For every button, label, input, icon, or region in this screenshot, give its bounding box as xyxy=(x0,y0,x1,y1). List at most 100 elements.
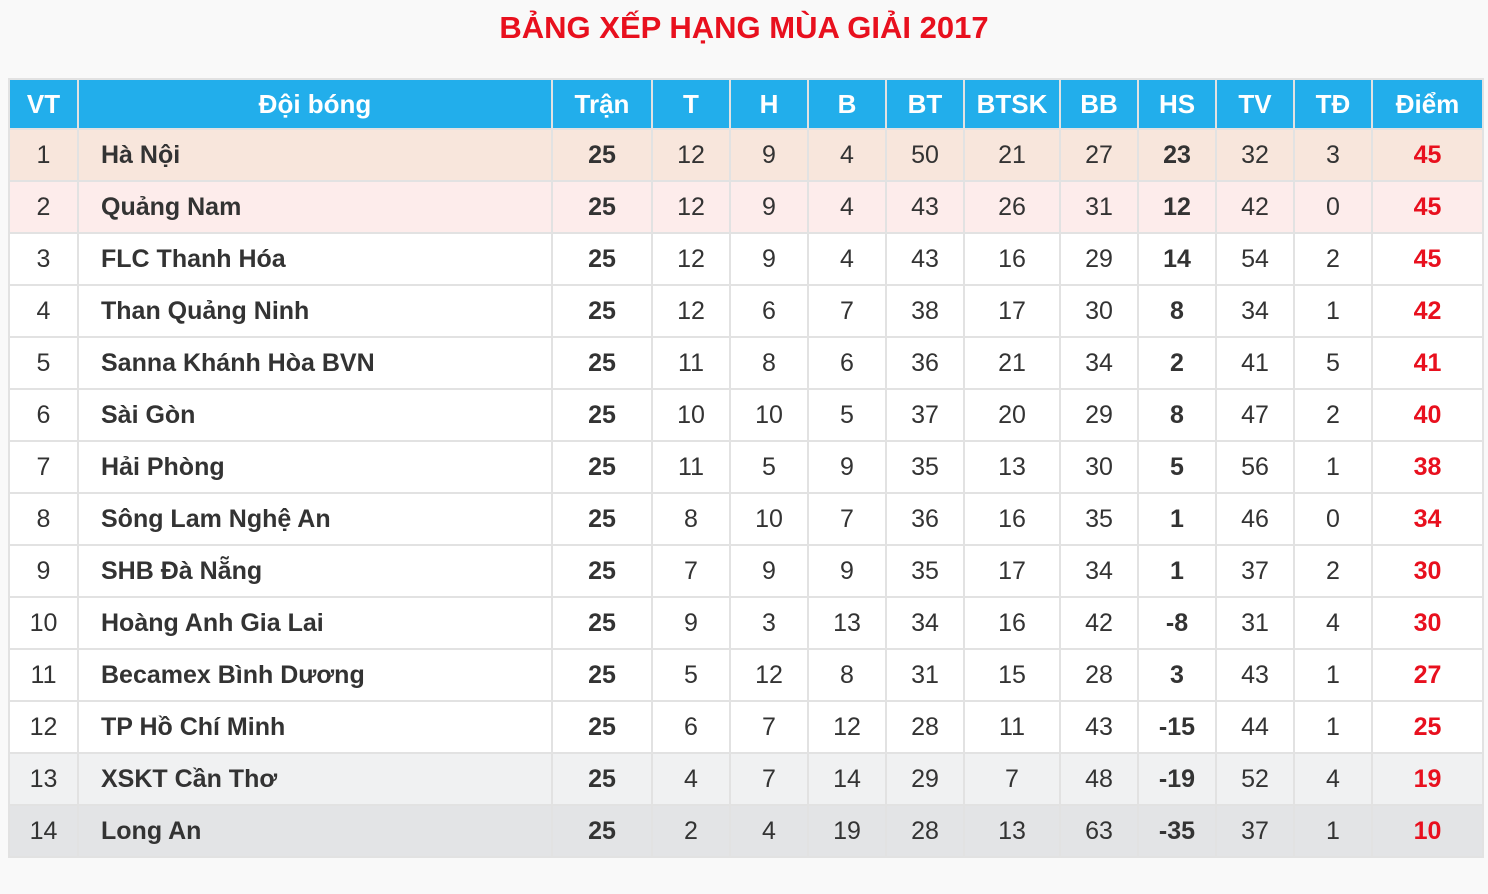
header-points[interactable]: Điểm xyxy=(1371,78,1484,130)
cell-wins: 8 xyxy=(651,492,731,546)
header-wins[interactable]: T xyxy=(651,78,731,130)
cell-goals-against: 42 xyxy=(1059,596,1139,650)
cell-losses: 4 xyxy=(807,180,887,234)
cell-away-goals: 15 xyxy=(963,648,1061,702)
cell-goal-difference: 5 xyxy=(1137,440,1217,494)
cell-red-cards: 0 xyxy=(1293,492,1373,546)
cell-wins: 2 xyxy=(651,804,731,858)
cell-goal-difference: 8 xyxy=(1137,388,1217,442)
cell-goals-against: 29 xyxy=(1059,388,1139,442)
table-row: 11 Becamex Bình Dương 25 5 12 8 31 15 28 3 43 1 27 xyxy=(8,648,1484,702)
cell-points: 19 xyxy=(1371,752,1484,806)
cell-points: 45 xyxy=(1371,128,1484,182)
cell-goals-against: 48 xyxy=(1059,752,1139,806)
cell-goals-against: 34 xyxy=(1059,544,1139,598)
cell-team: Quảng Nam xyxy=(77,180,553,234)
cell-away-goals: 26 xyxy=(963,180,1061,234)
cell-losses: 4 xyxy=(807,128,887,182)
cell-away-goals: 16 xyxy=(963,492,1061,546)
header-goal-difference[interactable]: HS xyxy=(1137,78,1217,130)
cell-away-goals: 17 xyxy=(963,544,1061,598)
cell-away-goals: 21 xyxy=(963,336,1061,390)
cell-away-goals: 16 xyxy=(963,232,1061,286)
cell-position: 5 xyxy=(8,336,79,390)
table-row: 3 FLC Thanh Hóa 25 12 9 4 43 16 29 14 54 2 45 xyxy=(8,232,1484,286)
cell-red-cards: 2 xyxy=(1293,544,1373,598)
cell-yellow-cards: 42 xyxy=(1215,180,1295,234)
cell-wins: 12 xyxy=(651,180,731,234)
header-away-goals[interactable]: BTSK xyxy=(963,78,1061,130)
cell-goals-for: 36 xyxy=(885,336,965,390)
cell-losses: 8 xyxy=(807,648,887,702)
cell-yellow-cards: 43 xyxy=(1215,648,1295,702)
cell-team: Than Quảng Ninh xyxy=(77,284,553,338)
cell-team: Becamex Bình Dương xyxy=(77,648,553,702)
cell-points: 30 xyxy=(1371,544,1484,598)
cell-points: 30 xyxy=(1371,596,1484,650)
table-row: 10 Hoàng Anh Gia Lai 25 9 3 13 34 16 42 -8 31 4 30 xyxy=(8,596,1484,650)
cell-yellow-cards: 37 xyxy=(1215,544,1295,598)
header-played[interactable]: Trận xyxy=(551,78,653,130)
cell-yellow-cards: 54 xyxy=(1215,232,1295,286)
cell-goals-against: 43 xyxy=(1059,700,1139,754)
cell-draws: 6 xyxy=(729,284,809,338)
cell-played: 25 xyxy=(551,804,653,858)
cell-red-cards: 2 xyxy=(1293,388,1373,442)
cell-position: 7 xyxy=(8,440,79,494)
cell-draws: 12 xyxy=(729,648,809,702)
cell-wins: 12 xyxy=(651,284,731,338)
cell-wins: 6 xyxy=(651,700,731,754)
table-row: 8 Sông Lam Nghệ An 25 8 10 7 36 16 35 1 46 0 34 xyxy=(8,492,1484,546)
cell-goals-against: 27 xyxy=(1059,128,1139,182)
cell-red-cards: 5 xyxy=(1293,336,1373,390)
cell-away-goals: 13 xyxy=(963,440,1061,494)
cell-wins: 12 xyxy=(651,232,731,286)
cell-team: FLC Thanh Hóa xyxy=(77,232,553,286)
cell-draws: 8 xyxy=(729,336,809,390)
cell-played: 25 xyxy=(551,336,653,390)
cell-position: 14 xyxy=(8,804,79,858)
cell-red-cards: 4 xyxy=(1293,596,1373,650)
header-goals-for[interactable]: BT xyxy=(885,78,965,130)
cell-position: 12 xyxy=(8,700,79,754)
cell-points: 40 xyxy=(1371,388,1484,442)
cell-goal-difference: 2 xyxy=(1137,336,1217,390)
header-draws[interactable]: H xyxy=(729,78,809,130)
cell-team: TP Hồ Chí Minh xyxy=(77,700,553,754)
cell-goals-for: 35 xyxy=(885,440,965,494)
cell-team: SHB Đà Nẵng xyxy=(77,544,553,598)
cell-position: 9 xyxy=(8,544,79,598)
cell-wins: 5 xyxy=(651,648,731,702)
cell-played: 25 xyxy=(551,700,653,754)
cell-losses: 19 xyxy=(807,804,887,858)
cell-points: 34 xyxy=(1371,492,1484,546)
cell-draws: 9 xyxy=(729,544,809,598)
cell-away-goals: 16 xyxy=(963,596,1061,650)
cell-position: 6 xyxy=(8,388,79,442)
header-position[interactable]: VT xyxy=(8,78,79,130)
cell-away-goals: 21 xyxy=(963,128,1061,182)
cell-wins: 11 xyxy=(651,336,731,390)
header-goals-against[interactable]: BB xyxy=(1059,78,1139,130)
cell-goal-difference: -15 xyxy=(1137,700,1217,754)
cell-losses: 6 xyxy=(807,336,887,390)
cell-wins: 7 xyxy=(651,544,731,598)
header-losses[interactable]: B xyxy=(807,78,887,130)
table-row: 9 SHB Đà Nẵng 25 7 9 9 35 17 34 1 37 2 30 xyxy=(8,544,1484,598)
header-red-cards[interactable]: TĐ xyxy=(1293,78,1373,130)
header-team[interactable]: Đội bóng xyxy=(77,78,553,130)
cell-goal-difference: -35 xyxy=(1137,804,1217,858)
cell-played: 25 xyxy=(551,648,653,702)
cell-wins: 12 xyxy=(651,128,731,182)
cell-goal-difference: 3 xyxy=(1137,648,1217,702)
cell-yellow-cards: 46 xyxy=(1215,492,1295,546)
table-row: 6 Sài Gòn 25 10 10 5 37 20 29 8 47 2 40 xyxy=(8,388,1484,442)
cell-red-cards: 3 xyxy=(1293,128,1373,182)
header-row: VT Đội bóng Trận T H B BT BTSK BB HS TV TĐ Điểm xyxy=(8,78,1484,130)
cell-team: Hoàng Anh Gia Lai xyxy=(77,596,553,650)
cell-losses: 4 xyxy=(807,232,887,286)
cell-team: Sanna Khánh Hòa BVN xyxy=(77,336,553,390)
cell-red-cards: 1 xyxy=(1293,648,1373,702)
header-yellow-cards[interactable]: TV xyxy=(1215,78,1295,130)
cell-goals-for: 43 xyxy=(885,232,965,286)
